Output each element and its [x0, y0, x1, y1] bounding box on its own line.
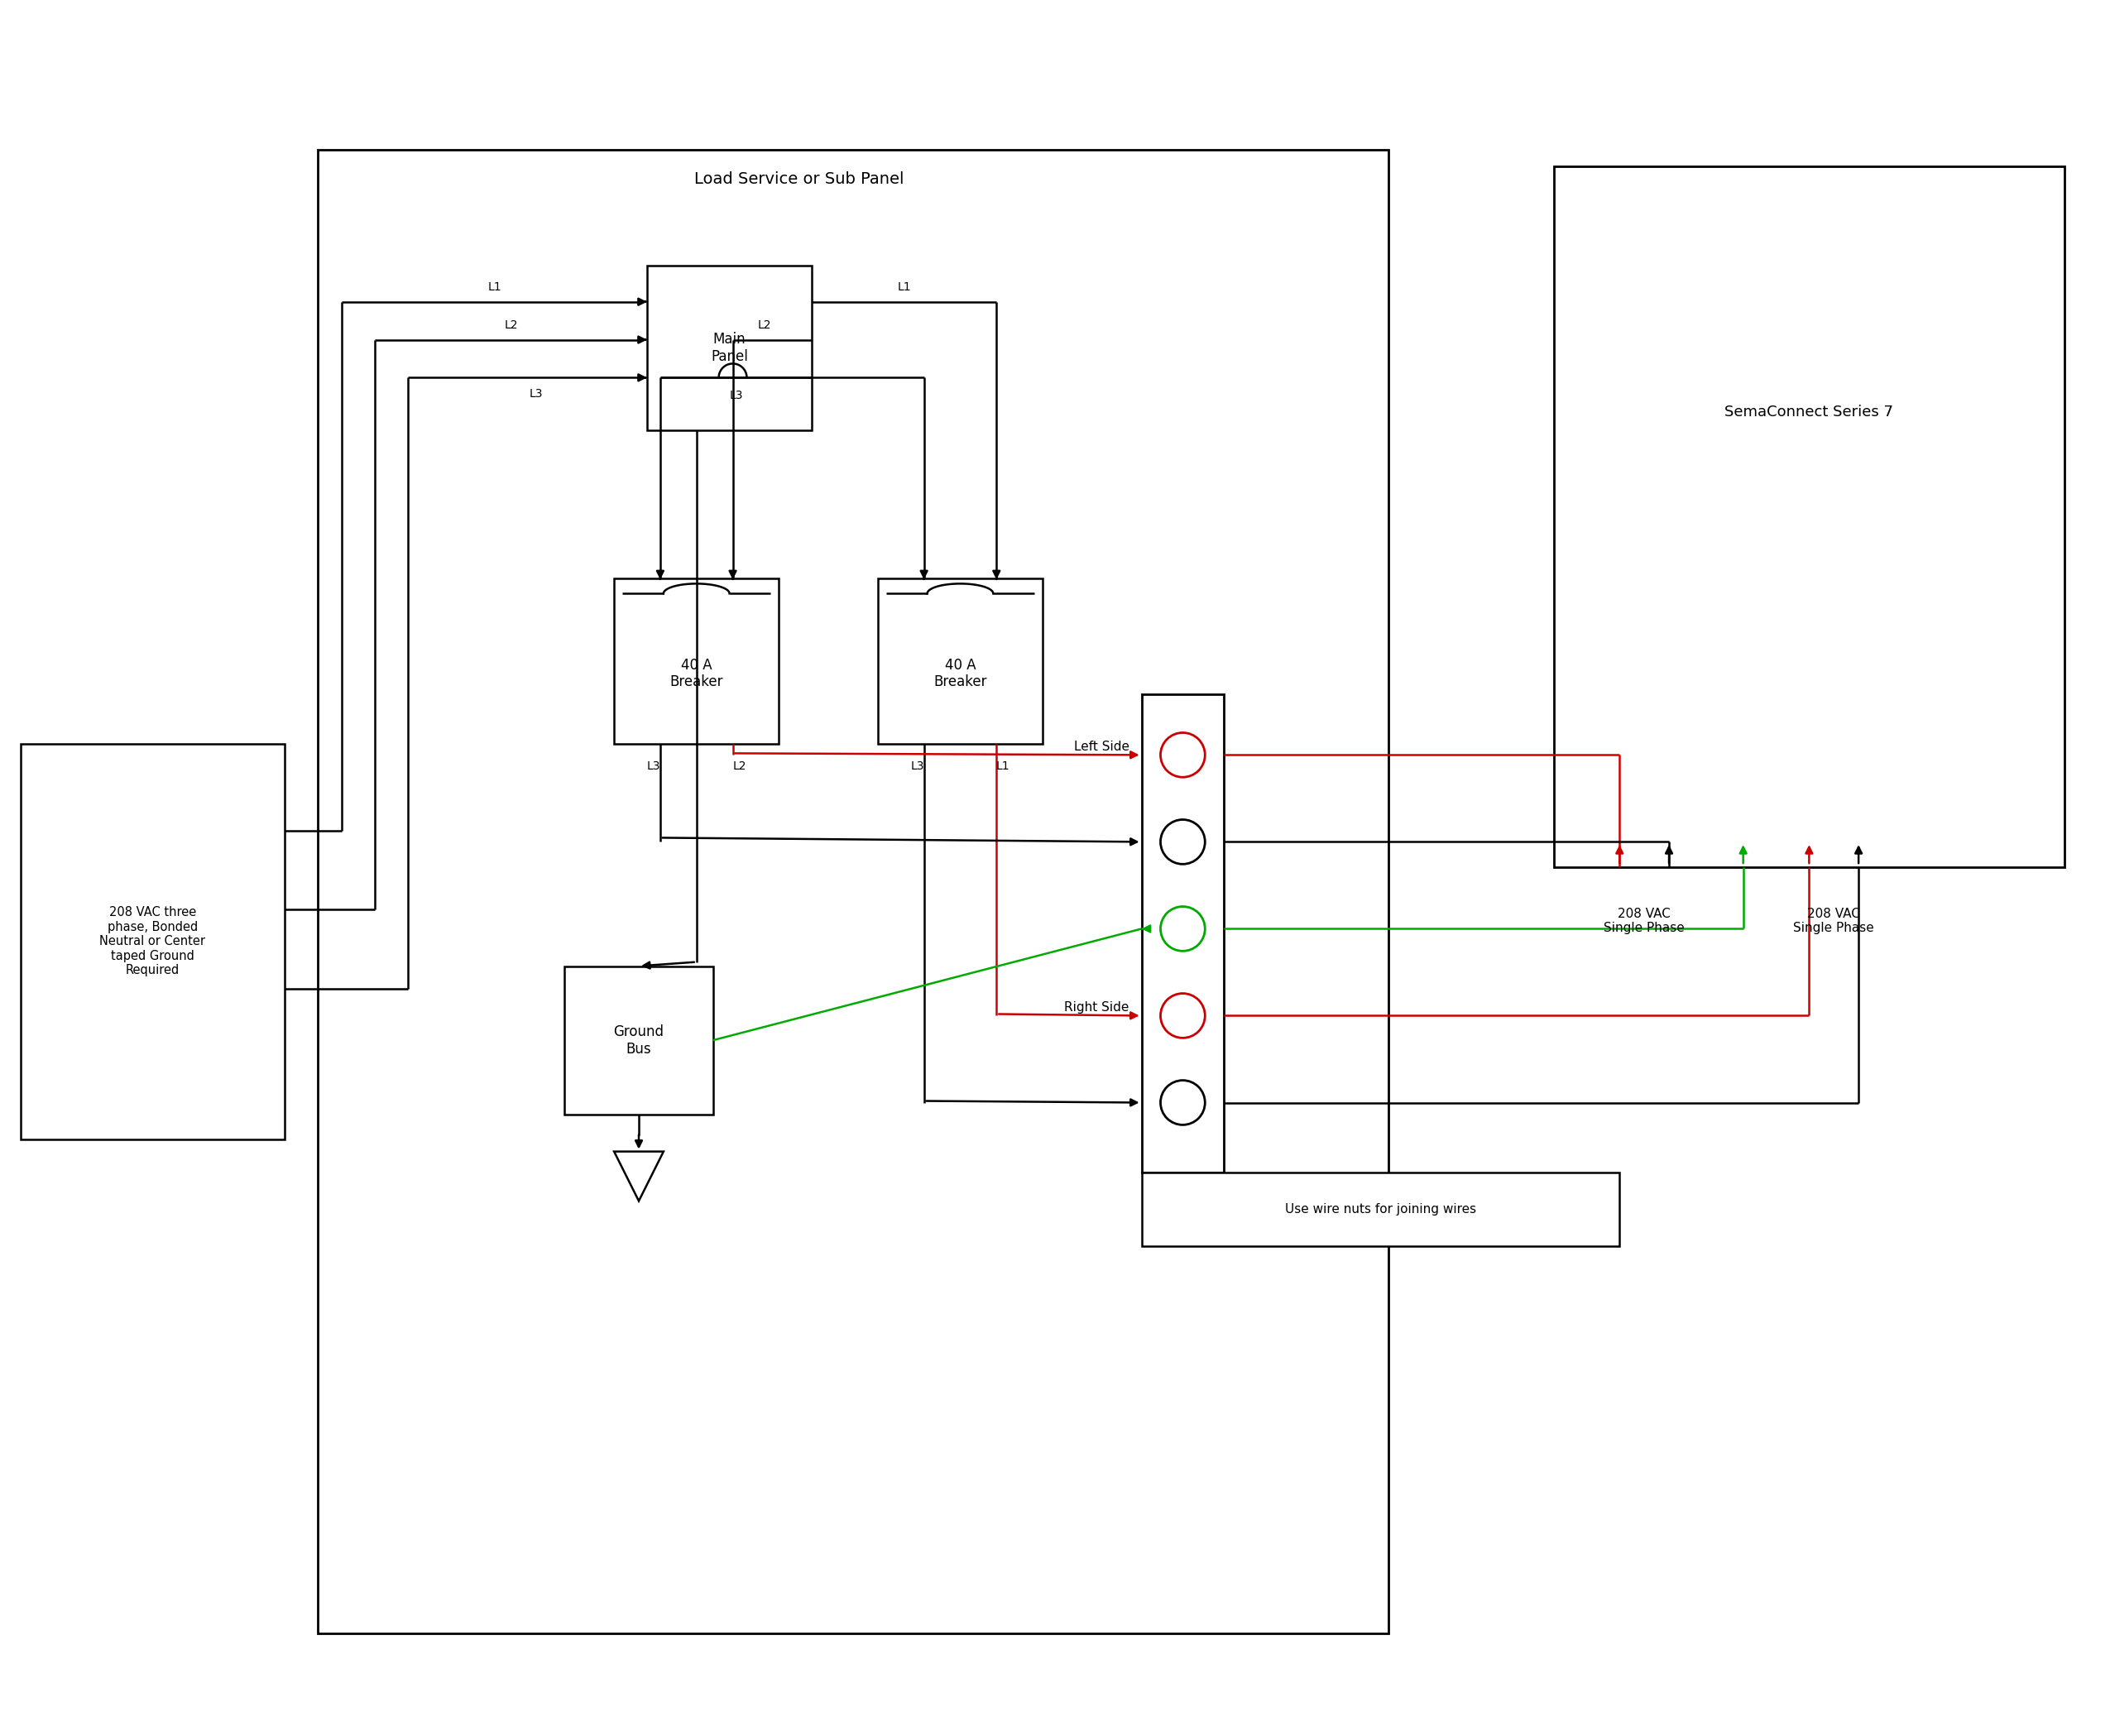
Text: L2: L2	[757, 319, 770, 330]
Text: L1: L1	[897, 281, 912, 293]
Text: 40 A
Breaker: 40 A Breaker	[933, 658, 987, 689]
Bar	[316, 149, 1388, 1634]
Text: 208 VAC
Single Phase: 208 VAC Single Phase	[1604, 908, 1684, 934]
Text: SemaConnect Series 7: SemaConnect Series 7	[1724, 404, 1893, 420]
Bar	[1553, 167, 2064, 868]
Bar	[648, 266, 812, 431]
Text: L1: L1	[487, 281, 502, 293]
Text: Use wire nuts for joining wires: Use wire nuts for joining wires	[1285, 1203, 1477, 1215]
Text: Ground
Bus: Ground Bus	[614, 1024, 665, 1055]
Bar	[878, 578, 1042, 743]
Bar	[1142, 1172, 1620, 1246]
Text: L3: L3	[912, 760, 924, 773]
Text: L2: L2	[504, 319, 517, 330]
Text: Load Service or Sub Panel: Load Service or Sub Panel	[694, 172, 905, 187]
Text: 208 VAC three
phase, Bonded
Neutral or Center
taped Ground
Required: 208 VAC three phase, Bonded Neutral or C…	[99, 906, 205, 976]
Text: 208 VAC
Single Phase: 208 VAC Single Phase	[1793, 908, 1874, 934]
Bar	[21, 743, 285, 1139]
Text: Left Side: Left Side	[1074, 741, 1129, 753]
Text: L1: L1	[996, 760, 1011, 773]
Text: L3: L3	[648, 760, 660, 773]
Bar	[614, 578, 779, 743]
Text: L3: L3	[530, 389, 542, 399]
Text: 40 A
Breaker: 40 A Breaker	[669, 658, 724, 689]
Text: Right Side: Right Side	[1063, 1002, 1129, 1014]
Text: L3: L3	[730, 391, 743, 401]
Bar	[565, 965, 713, 1115]
Text: Main
Panel: Main Panel	[711, 332, 749, 365]
Text: L2: L2	[732, 760, 747, 773]
Bar	[1142, 694, 1224, 1172]
